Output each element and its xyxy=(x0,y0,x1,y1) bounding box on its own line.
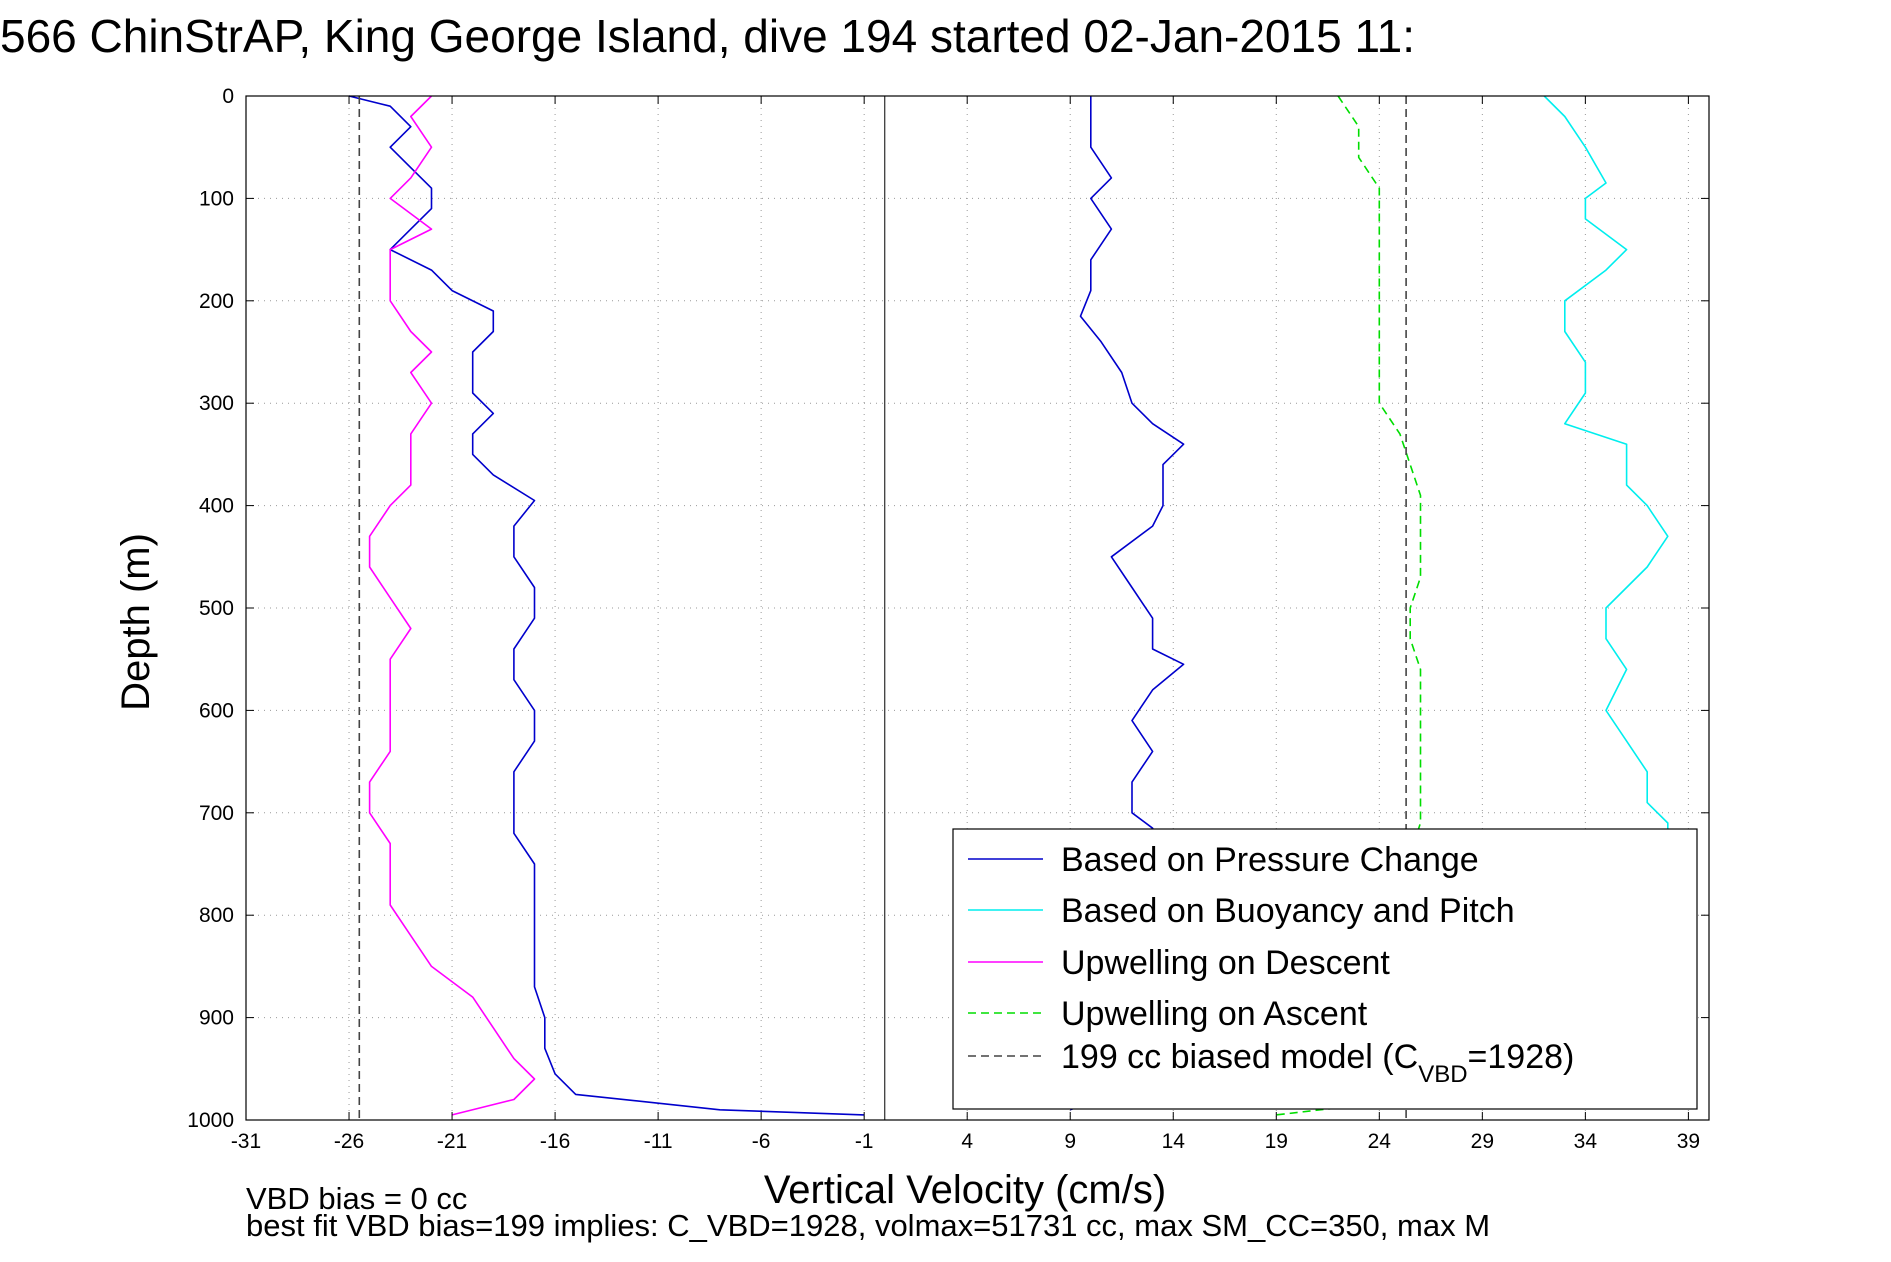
y-tick-label-5: 500 xyxy=(199,597,234,620)
y-axis-label: Depth (m) xyxy=(114,533,158,711)
series-0-line-0 xyxy=(348,95,865,1116)
x-axis-label: Vertical Velocity (cm/s) xyxy=(764,1168,1166,1212)
x-tick-label-4: -11 xyxy=(644,1130,673,1153)
y-tick-label-1: 100 xyxy=(199,187,234,210)
legend-box xyxy=(952,828,1698,1110)
legend-subscript-4: VBD xyxy=(1418,1061,1467,1088)
legend-tail-4: =1928) xyxy=(1468,1038,1575,1076)
grid xyxy=(245,95,1709,1121)
x-tick-label-5: -6 xyxy=(752,1130,771,1153)
y-tick-label-8: 800 xyxy=(199,904,234,927)
y-tick-label-4: 400 xyxy=(199,495,234,518)
y-ticks: 0 100 200 300 400 500 600 700 800 900 1000 xyxy=(187,85,1709,1132)
x-tick-label-11: 24 xyxy=(1368,1130,1392,1153)
legend: Based on Pressure Change Based on Buoyanc… xyxy=(952,828,1698,1110)
x-tick-label-7: 4 xyxy=(961,1130,973,1153)
x-tick-label-0: -31 xyxy=(231,1130,261,1153)
chart-title: 566 ChinStrAP, King George Island, dive … xyxy=(0,10,1415,62)
x-tick-label-2: -21 xyxy=(437,1130,467,1153)
x-tick-label-13: 34 xyxy=(1574,1130,1598,1153)
series-2-line-0 xyxy=(368,95,536,1116)
x-tick-label-1: -26 xyxy=(334,1130,364,1153)
x-tick-label-10: 19 xyxy=(1265,1130,1288,1153)
legend-label-3: Upwelling on Ascent xyxy=(1061,995,1368,1033)
vbd-bias-note: VBD bias = 0 cc xyxy=(246,1181,467,1216)
legend-label-2: Upwelling on Descent xyxy=(1061,944,1390,982)
x-tick-label-9: 14 xyxy=(1162,1130,1186,1153)
x-tick-label-8: 9 xyxy=(1064,1130,1076,1153)
y-tick-label-6: 600 xyxy=(199,699,234,722)
y-tick-label-9: 900 xyxy=(199,1007,234,1030)
y-tick-label-0: 0 xyxy=(222,85,234,108)
legend-label-0: Based on Pressure Change xyxy=(1061,841,1479,879)
series-layer xyxy=(348,95,1669,1120)
y-tick-label-10: 1000 xyxy=(187,1109,234,1132)
x-ticks: -31 -26 -21 -16 -11 -6 -1 4 9 14 19 24 29 34 39 xyxy=(231,96,1700,1153)
y-tick-label-7: 700 xyxy=(199,802,234,825)
x-tick-label-6: -1 xyxy=(855,1130,874,1153)
best-fit-note: best fit VBD bias=199 implies: C_VBD=192… xyxy=(246,1208,1490,1243)
y-tick-label-2: 200 xyxy=(199,290,234,313)
series-1-line-0 xyxy=(1543,95,1669,834)
y-tick-label-3: 300 xyxy=(199,392,234,415)
legend-label-1: Based on Buoyancy and Pitch xyxy=(1061,892,1515,930)
x-tick-label-3: -16 xyxy=(540,1130,570,1153)
x-tick-label-14: 39 xyxy=(1677,1130,1700,1153)
x-tick-label-12: 29 xyxy=(1471,1130,1494,1153)
